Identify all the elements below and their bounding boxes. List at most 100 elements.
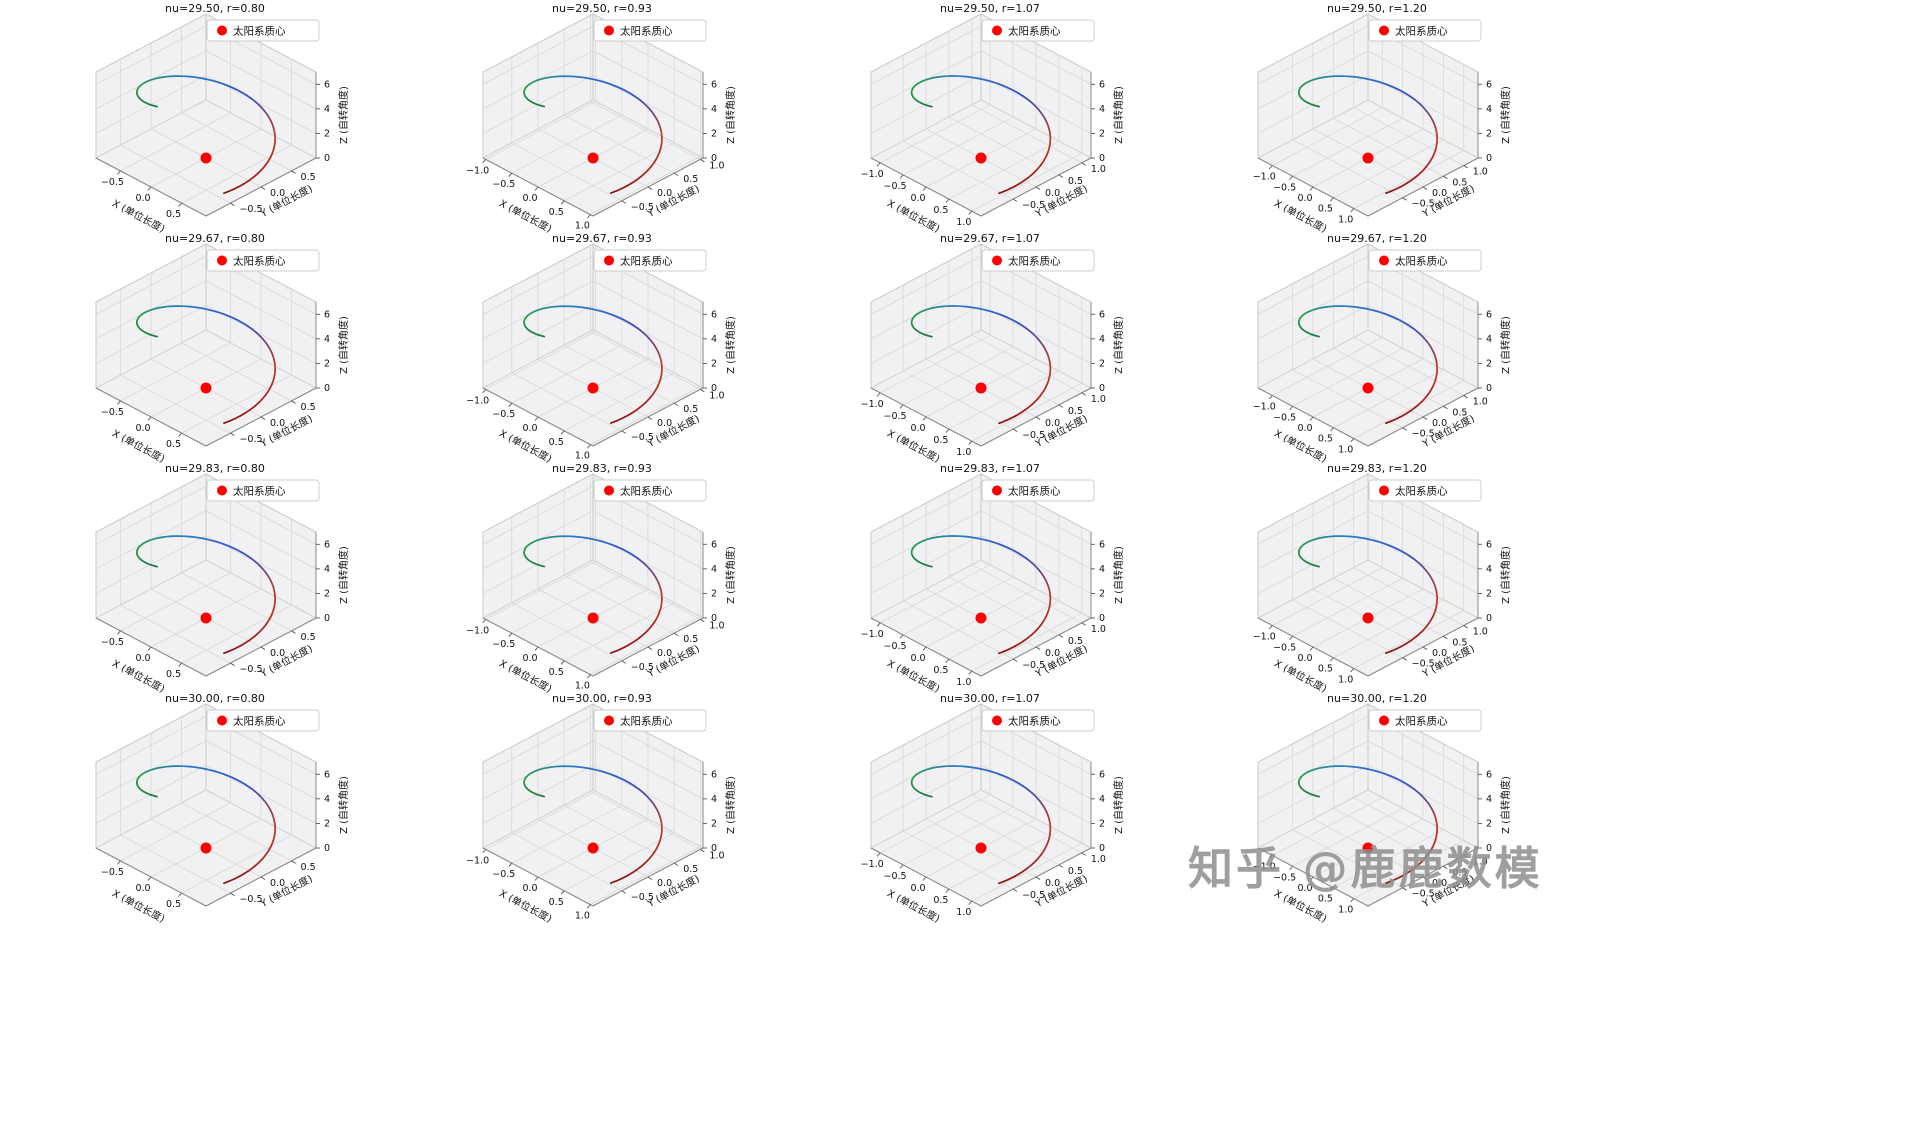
grid-line: [511, 832, 623, 892]
y-tick-label: 0.0: [1045, 878, 1060, 889]
x-tick-label: 0.0: [135, 423, 150, 434]
tick-mark: [700, 159, 705, 163]
tick-mark: [700, 389, 705, 393]
z-tick-label: 2: [711, 588, 717, 599]
legend-box: [593, 19, 707, 42]
z-tick-label: 4: [1486, 564, 1492, 575]
tick-mark: [1443, 865, 1448, 870]
grid-line: [1292, 369, 1403, 429]
x-tick-label: 1.0: [1338, 444, 1353, 455]
grid-line: [870, 789, 981, 849]
z-tick-label: 6: [1486, 309, 1492, 320]
grid-line: [870, 329, 981, 389]
z-tick-label: 6: [1099, 769, 1105, 780]
tick-mark: [508, 632, 513, 637]
tick-mark: [899, 404, 903, 409]
tick-mark: [621, 890, 627, 894]
y-axis-label: Y (单位长度): [257, 642, 314, 681]
subplot-title: nu=29.50, r=0.80: [165, 2, 265, 15]
tick-mark: [291, 170, 296, 174]
grid-line: [1353, 567, 1464, 626]
z-tick-label: 2: [711, 358, 717, 369]
z-axis-label: Z (自转角度): [1112, 776, 1125, 834]
x-tick-label: 1.0: [575, 681, 590, 692]
trajectory-segment: [928, 795, 933, 798]
legend-marker-icon: [991, 255, 1002, 266]
tick-mark: [674, 172, 679, 177]
x-tick-label: 1.0: [1338, 674, 1353, 685]
z-axis-label: Z (自转角度): [1112, 86, 1125, 144]
grid-line: [1367, 280, 1479, 340]
grid-line: [1367, 510, 1479, 570]
z-tick-label: 0: [711, 153, 717, 164]
z-tick-label: 6: [711, 769, 717, 780]
z-axis-label: Z (自转角度): [337, 86, 350, 144]
grid-line: [205, 50, 317, 110]
z-tick-label: 2: [1486, 818, 1492, 829]
tick-mark: [1081, 852, 1086, 856]
y-tick-label: −0.5: [631, 662, 654, 673]
tick-mark: [1422, 416, 1428, 420]
legend-box: [593, 479, 707, 502]
x-tick-label: −0.5: [883, 641, 906, 652]
tick-mark: [1329, 427, 1334, 432]
y-tick-label: 0.0: [1432, 878, 1447, 889]
y-tick-label: −0.5: [239, 894, 262, 905]
x-tick-label: 0.5: [166, 669, 181, 680]
x-tick-label: 0.0: [910, 423, 925, 434]
tick-mark: [1329, 887, 1334, 892]
legend-label: 太阳系质心: [233, 25, 286, 38]
trajectory-segment: [1316, 105, 1320, 108]
tick-mark: [1012, 198, 1017, 202]
legend-marker-icon: [1378, 25, 1389, 36]
z-tick-label: 4: [1486, 104, 1492, 115]
grid-line: [483, 789, 594, 849]
z-tick-label: 6: [1099, 309, 1105, 320]
subplot-title: nu=29.67, r=1.20: [1327, 232, 1427, 245]
tick-mark: [1443, 635, 1448, 640]
tick-mark: [1058, 174, 1063, 178]
z-tick-label: 6: [1486, 769, 1492, 780]
y-tick-label: −0.5: [239, 204, 262, 215]
trajectory-segment: [154, 105, 158, 108]
legend-marker-icon: [217, 255, 227, 266]
y-tick-label: 0.5: [1068, 866, 1083, 877]
z-tick-label: 0: [711, 613, 717, 624]
y-tick-label: 0.0: [270, 878, 285, 889]
subplot-title: nu=29.83, r=0.80: [165, 462, 265, 475]
subplot-title: nu=29.83, r=1.20: [1327, 462, 1427, 475]
subplot-title: nu=29.67, r=0.80: [165, 232, 265, 245]
grid-line: [564, 804, 675, 864]
grid-line: [971, 564, 1082, 624]
z-axis-label: Z (自转角度): [724, 86, 737, 144]
z-tick-label: 0: [324, 843, 330, 854]
barycenter-marker: [200, 612, 212, 624]
watermark: 知乎 @鹿鹿数模: [1188, 842, 1543, 895]
x-tick-label: 0.0: [523, 423, 538, 434]
z-tick-label: 2: [1486, 358, 1492, 369]
y-tick-label: 0.5: [1068, 406, 1083, 417]
tick-mark: [482, 619, 487, 624]
z-tick-label: 0: [324, 383, 330, 394]
legend-label: 太阳系质心: [1395, 485, 1448, 498]
tick-mark: [561, 890, 565, 895]
x-tick-label: −1.0: [1253, 862, 1276, 873]
z-tick-label: 2: [324, 818, 330, 829]
x-tick-label: 1.0: [956, 447, 971, 458]
trajectory-segment: [541, 565, 546, 568]
y-tick-label: 0.0: [270, 648, 285, 659]
barycenter-marker: [200, 382, 212, 394]
tick-mark: [291, 400, 296, 404]
y-axis-label: Y (单位长度): [257, 412, 314, 451]
tick-mark: [1463, 625, 1468, 629]
grid-line: [971, 794, 1082, 854]
z-axis-label: Z (自转角度): [1112, 316, 1125, 374]
barycenter-marker: [587, 842, 599, 854]
legend-label: 太阳系质心: [1395, 25, 1448, 38]
z-tick-label: 4: [324, 794, 330, 805]
grid-line: [511, 142, 623, 202]
z-tick-label: 6: [711, 79, 717, 90]
grid-line: [483, 559, 594, 619]
x-tick-label: 0.0: [523, 193, 538, 204]
